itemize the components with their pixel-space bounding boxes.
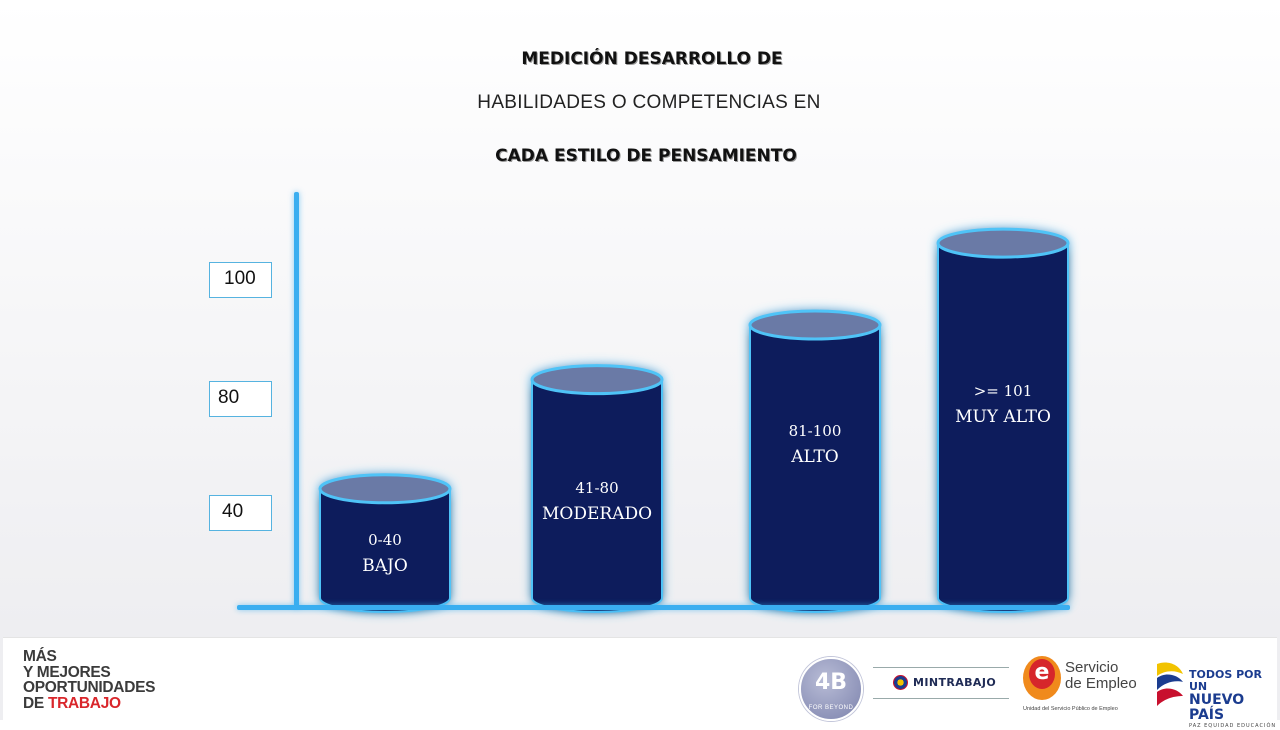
slogan-line-1: MÁS bbox=[23, 648, 57, 665]
bar-range-label: 41-80 bbox=[575, 479, 619, 497]
title-line-3: CADA ESTILO DE PENSAMIENTO bbox=[495, 146, 797, 166]
bar-bajo bbox=[318, 473, 452, 613]
empleo-line-2: de Empleo bbox=[1065, 675, 1137, 692]
slogan-prefix: DE bbox=[23, 694, 48, 712]
bar-label-3: >= 101 MUY ALTO bbox=[923, 382, 1083, 427]
bar-moderado bbox=[530, 364, 664, 613]
mintrabajo-logo: MINTRABAJO bbox=[873, 667, 1009, 699]
tpnp-line-3: PAZ EQUIDAD EDUCACIÓN bbox=[1189, 723, 1277, 729]
bar-label-2: 81-100 ALTO bbox=[735, 422, 895, 467]
slogan-line-3: OPORTUNIDADES bbox=[23, 679, 156, 696]
slogan-line-2: Y MEJORES bbox=[23, 663, 111, 681]
bar-chart bbox=[318, 227, 1070, 613]
y-label-box-40: 40 bbox=[209, 495, 272, 531]
bar-alto bbox=[748, 309, 882, 613]
bar-category-label: ALTO bbox=[791, 447, 839, 467]
y-label-box-80: 80 bbox=[209, 381, 272, 417]
y-label-80: 80 bbox=[218, 387, 240, 408]
y-label-40: 40 bbox=[222, 501, 244, 522]
slogan-line-4: DE TRABAJO bbox=[23, 694, 155, 712]
mintrabajo-text: MINTRABAJO bbox=[913, 676, 997, 689]
servicio-empleo-text: Servicio de Empleo bbox=[1065, 660, 1137, 692]
bar-label-1: 41-80 MODERADO bbox=[517, 479, 677, 524]
colombia-seal-icon bbox=[893, 675, 908, 690]
bar-range-label: >= 101 bbox=[973, 382, 1033, 400]
x-axis-line bbox=[237, 605, 1070, 610]
footer: MÁS Y MEJORES OPORTUNIDADES DE TRABAJO 4… bbox=[3, 637, 1277, 729]
bar-muy-alto bbox=[936, 227, 1070, 613]
tpnp-text: TODOS POR UN NUEVO PAÍS PAZ EQUIDAD EDUC… bbox=[1189, 669, 1277, 730]
bar-category-label: BAJO bbox=[362, 556, 408, 576]
empleo-sub: Unidad del Servicio Público de Empleo bbox=[1023, 706, 1118, 712]
title-line-1: MEDICIÓN DESARROLLO DE bbox=[521, 49, 783, 69]
bar-category-label: MUY ALTO bbox=[955, 407, 1051, 427]
slogan-highlight: TRABAJO bbox=[47, 694, 121, 712]
bar-category-label: MODERADO bbox=[541, 504, 653, 524]
bar-label-0: 0-40 BAJO bbox=[305, 531, 465, 576]
bar-range-label: 81-100 bbox=[788, 422, 842, 440]
empleo-e-icon: e bbox=[1029, 659, 1055, 689]
y-label-box-100: 100 bbox=[209, 262, 272, 298]
tpnp-line-2: NUEVO PAÍS bbox=[1189, 692, 1245, 723]
tpnp-flag-icon bbox=[1157, 662, 1183, 706]
empleo-line-1: Servicio bbox=[1065, 659, 1119, 676]
y-label-100: 100 bbox=[224, 268, 256, 289]
y-axis-line bbox=[294, 192, 299, 608]
logo-4b-text: 4B bbox=[814, 670, 848, 695]
servicio-empleo-icon: e bbox=[1023, 656, 1061, 700]
logo-4b: 4B FOR BEYOND bbox=[799, 657, 863, 721]
title-line-2: HABILIDADES O COMPETENCIAS EN bbox=[477, 92, 821, 113]
slogan: MÁS Y MEJORES OPORTUNIDADES DE TRABAJO bbox=[23, 649, 155, 711]
logo-4b-sub: FOR BEYOND bbox=[808, 705, 854, 711]
bar-range-label: 0-40 bbox=[368, 531, 402, 549]
tpnp-line-1: TODOS POR UN bbox=[1189, 668, 1262, 693]
